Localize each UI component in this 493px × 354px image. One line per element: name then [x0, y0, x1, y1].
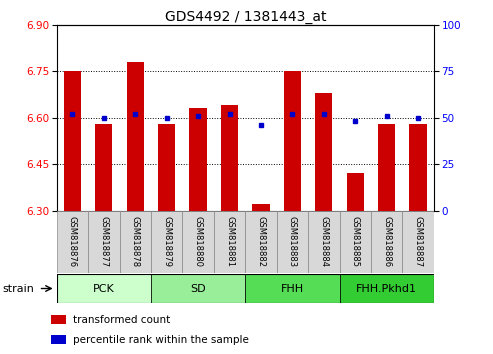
Bar — [340, 274, 434, 303]
Text: strain: strain — [2, 284, 35, 293]
Bar — [158, 124, 176, 211]
Bar — [371, 211, 402, 273]
Text: GSM818877: GSM818877 — [99, 216, 108, 267]
Text: GSM818882: GSM818882 — [256, 216, 266, 267]
Bar — [252, 204, 270, 211]
Bar — [57, 211, 88, 273]
Bar — [88, 211, 119, 273]
Bar — [245, 274, 340, 303]
Title: GDS4492 / 1381443_at: GDS4492 / 1381443_at — [165, 10, 326, 24]
Bar — [277, 211, 308, 273]
Text: GSM818881: GSM818881 — [225, 216, 234, 267]
Bar — [284, 71, 301, 211]
Bar — [151, 211, 182, 273]
Text: GSM818878: GSM818878 — [131, 216, 140, 267]
Text: GSM818883: GSM818883 — [288, 216, 297, 267]
Text: GSM818887: GSM818887 — [414, 216, 423, 267]
Bar — [151, 274, 245, 303]
Bar — [410, 124, 427, 211]
Text: percentile rank within the sample: percentile rank within the sample — [72, 335, 248, 345]
Bar — [245, 211, 277, 273]
Bar — [64, 71, 81, 211]
Bar — [189, 108, 207, 211]
Bar — [308, 211, 340, 273]
Bar — [347, 173, 364, 211]
Text: GSM818880: GSM818880 — [194, 216, 203, 267]
Text: GSM818876: GSM818876 — [68, 216, 77, 267]
Bar — [340, 211, 371, 273]
Bar — [57, 274, 151, 303]
Text: GSM818879: GSM818879 — [162, 216, 171, 267]
Bar — [95, 124, 112, 211]
Bar — [214, 211, 246, 273]
Text: FHH: FHH — [281, 284, 304, 293]
Text: PCK: PCK — [93, 284, 115, 293]
Bar — [51, 315, 66, 324]
Bar — [221, 105, 238, 211]
Text: GSM818884: GSM818884 — [319, 216, 328, 267]
Bar — [315, 93, 332, 211]
Text: GSM818885: GSM818885 — [351, 216, 360, 267]
Text: FHH.Pkhd1: FHH.Pkhd1 — [356, 284, 417, 293]
Bar — [127, 62, 144, 211]
Bar — [378, 124, 395, 211]
Text: transformed count: transformed count — [72, 315, 170, 325]
Text: SD: SD — [190, 284, 206, 293]
Bar — [182, 211, 214, 273]
Bar — [51, 335, 66, 344]
Bar — [402, 211, 434, 273]
Text: GSM818886: GSM818886 — [382, 216, 391, 267]
Bar — [119, 211, 151, 273]
